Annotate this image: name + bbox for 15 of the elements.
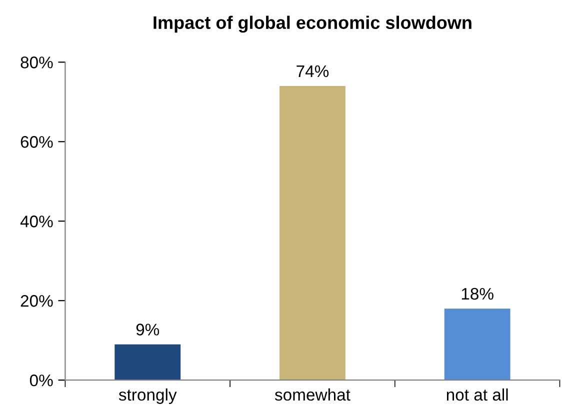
y-tick-label: 0% [30, 374, 53, 386]
chart-title: Impact of global economic slowdown [154, 16, 472, 33]
bar [280, 86, 346, 380]
data-label: 74% [296, 65, 329, 78]
y-tick-label: 40% [20, 216, 53, 228]
bar [444, 308, 510, 380]
bar [114, 344, 181, 380]
y-tick-label: 60% [20, 136, 53, 148]
data-label: 18% [462, 288, 494, 300]
y-tick-label: 20% [20, 295, 53, 307]
data-label: 9% [136, 324, 160, 336]
y-tick-label: 80% [20, 56, 53, 68]
x-tick-label: somewhat [274, 388, 350, 401]
x-tick-label: strongly [118, 388, 177, 404]
x-tick-label: not at all [446, 388, 508, 401]
